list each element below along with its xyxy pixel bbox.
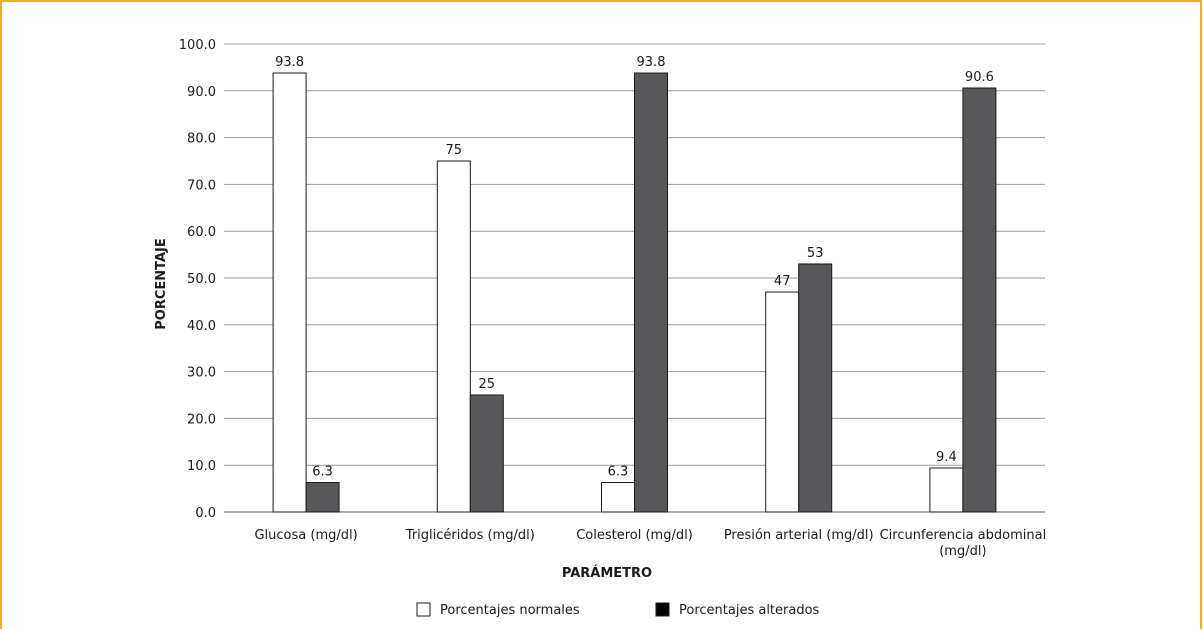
bar-altered	[634, 72, 668, 513]
x-category-label-line: Presión arterial (mg/dl)	[724, 528, 874, 543]
data-labels: 93.8 6.3 75 25 6.3 93.8 47 53 9.4 90.6	[275, 55, 994, 480]
data-label: 75	[446, 143, 463, 158]
y-tick-label: 90.0	[187, 85, 216, 100]
x-axis-categories: Glucosa (mg/dl) Triglicéridos (mg/dl) Cole…	[254, 528, 1046, 559]
bar-normal	[436, 160, 471, 513]
data-label: 9.4	[936, 450, 957, 465]
y-tick-label: 40.0	[187, 319, 216, 334]
x-category-label-line: Circunferencia abdominal	[880, 528, 1047, 543]
legend-label: Porcentajes alterados	[679, 603, 820, 618]
data-label: 90.6	[965, 70, 994, 85]
data-label: 6.3	[608, 465, 629, 480]
bar-altered	[798, 263, 833, 513]
x-category-label: Circunferencia abdominal (mg/dl)	[880, 528, 1047, 559]
x-category-label-line: Triglicéridos (mg/dl)	[405, 528, 535, 543]
x-category-label: Colesterol (mg/dl)	[576, 528, 693, 543]
bar-altered	[962, 87, 997, 513]
bar-normal	[272, 72, 307, 513]
y-tick-label: 0.0	[195, 506, 216, 521]
data-label: 25	[479, 377, 496, 392]
data-label: 53	[807, 246, 824, 261]
y-axis-ticks: 0.0 10.0 20.0 30.0 40.0 50.0 60.0 70.0 80.0 90.0 1…	[179, 38, 216, 521]
y-tick-label: 80.0	[187, 132, 216, 147]
data-label: 6.3	[312, 465, 333, 480]
data-label: 93.8	[637, 55, 666, 70]
y-tick-label: 50.0	[187, 272, 216, 287]
legend-swatch-altered	[655, 602, 670, 617]
x-category-label: Triglicéridos (mg/dl)	[405, 528, 535, 543]
x-category-label: Presión arterial (mg/dl)	[724, 528, 874, 543]
data-label: 93.8	[275, 55, 304, 70]
x-axis-title: PARÁMETRO	[562, 565, 652, 581]
x-category-label-line: (mg/dl)	[939, 544, 986, 559]
x-category-label-line: Colesterol (mg/dl)	[576, 528, 693, 543]
y-tick-label: 30.0	[187, 366, 216, 381]
y-tick-label: 60.0	[187, 225, 216, 240]
bar-normal	[929, 467, 964, 513]
legend-swatch-normal	[416, 602, 431, 617]
y-tick-label: 70.0	[187, 178, 216, 193]
legend: Porcentajes normales Porcentajes alterado…	[416, 602, 820, 618]
bar-altered	[469, 394, 504, 513]
data-label: 47	[774, 274, 791, 289]
y-axis-title: PORCENTAJE	[154, 238, 169, 330]
bar-normal	[765, 291, 800, 513]
y-tick-label: 100.0	[179, 38, 216, 53]
bar-normal	[601, 482, 635, 513]
bars	[272, 72, 997, 513]
x-category-label: Glucosa (mg/dl)	[254, 528, 357, 543]
bar-altered	[305, 482, 340, 513]
x-category-label-line: Glucosa (mg/dl)	[254, 528, 357, 543]
y-tick-label: 20.0	[187, 412, 216, 427]
legend-label: Porcentajes normales	[440, 603, 580, 618]
y-tick-label: 10.0	[187, 459, 216, 474]
